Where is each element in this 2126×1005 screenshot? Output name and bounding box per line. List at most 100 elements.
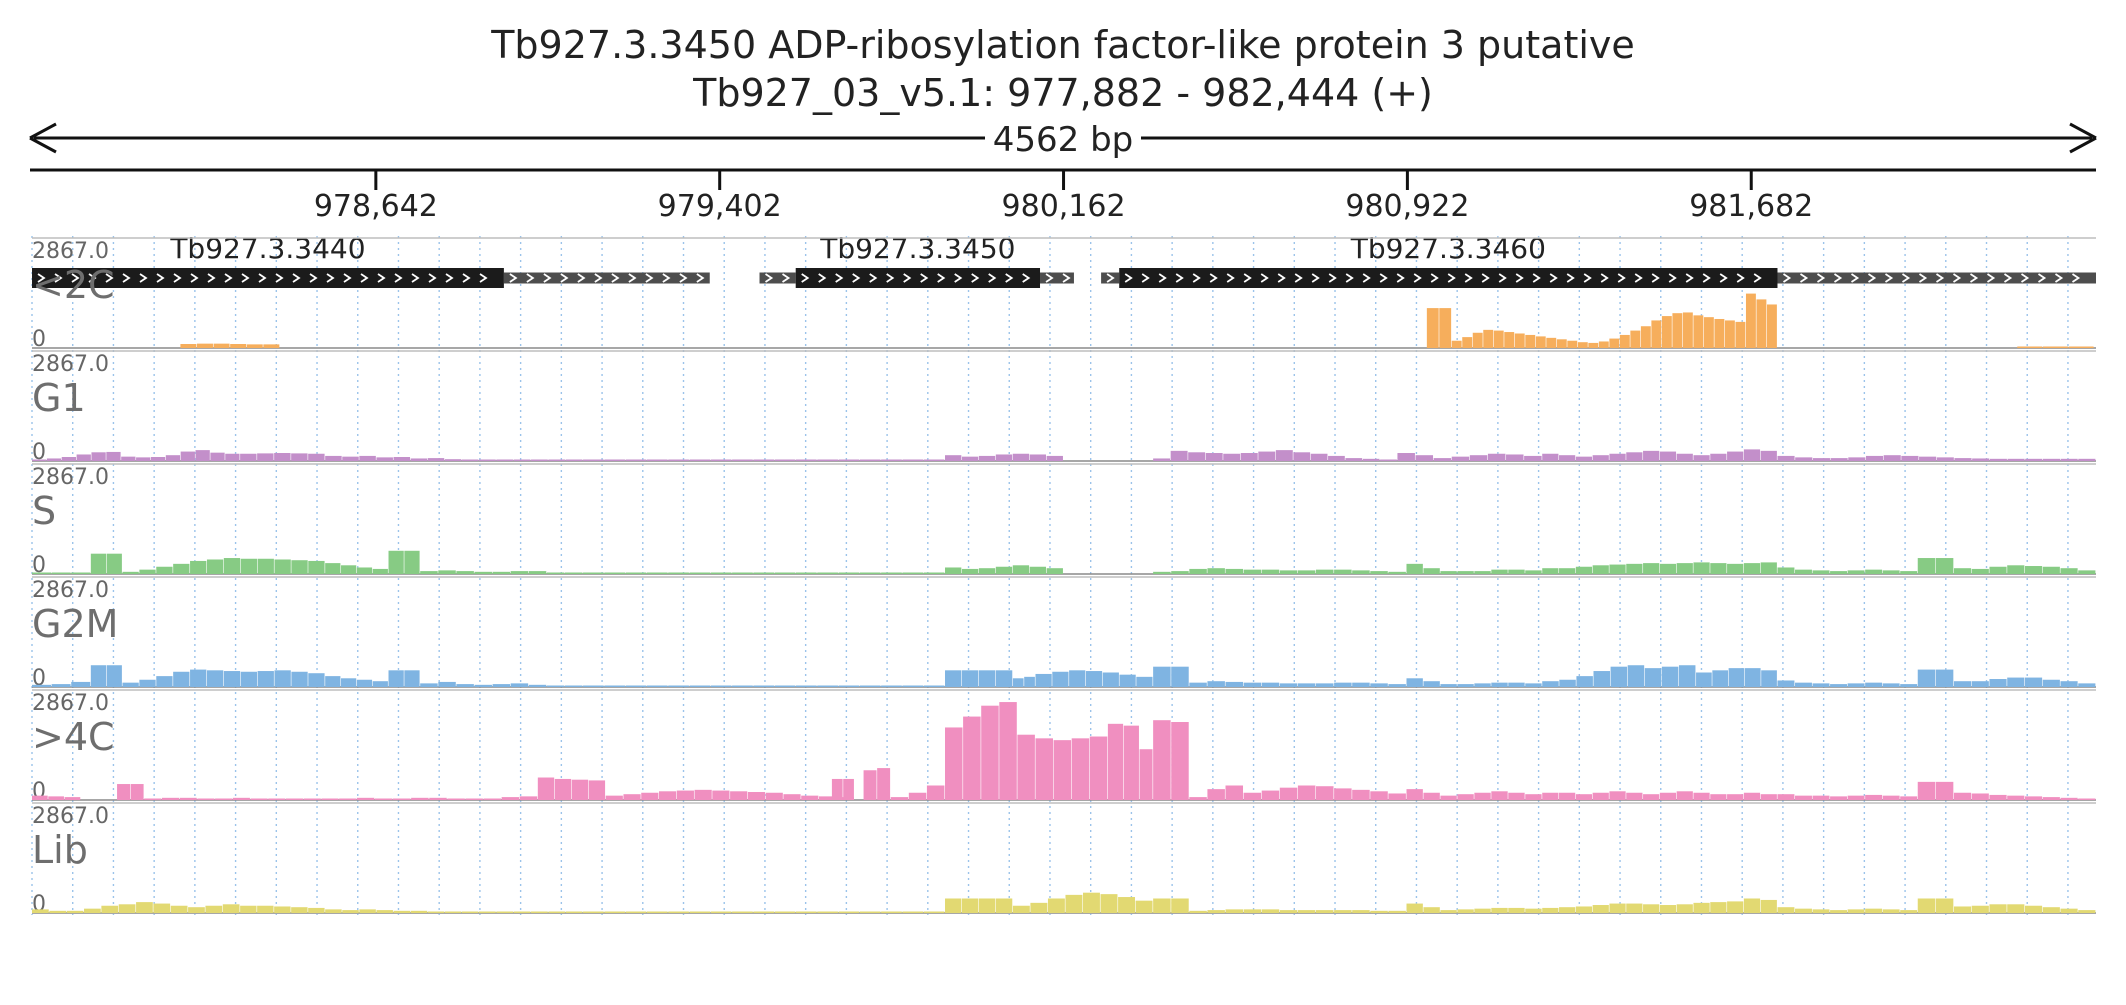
- coverage-bar: [429, 797, 447, 800]
- coverage-bar: [196, 343, 213, 348]
- coverage-bar: [859, 459, 881, 461]
- strand-chevron: [2020, 273, 2030, 283]
- coverage-bar: [1830, 796, 1848, 800]
- coverage-bar: [2007, 795, 2025, 800]
- coverage-bar: [1153, 571, 1171, 574]
- coverage-bar: [1123, 725, 1139, 800]
- coverage-bar: [1406, 678, 1423, 687]
- coverage-bar: [51, 572, 71, 574]
- coverage-bar: [1457, 909, 1474, 913]
- coverage-bar: [2060, 797, 2078, 800]
- coverage-bar: [1588, 342, 1599, 348]
- strand-chevron: [1062, 273, 1071, 283]
- coverage-bar: [1388, 571, 1406, 574]
- coverage-bar: [2007, 565, 2025, 574]
- coverage-bar: [1610, 666, 1628, 687]
- coverage-bar: [668, 685, 689, 687]
- tick-label: 980,922: [1345, 189, 1469, 224]
- coverage-bar: [877, 768, 891, 800]
- span-label-background: [985, 118, 1141, 158]
- coverage-bar: [136, 457, 151, 461]
- coverage-bar: [223, 558, 241, 574]
- coverage-bar: [1012, 905, 1030, 913]
- coverage-bar: [1223, 453, 1241, 461]
- coverage-bar: [1207, 681, 1225, 687]
- coverage-bar: [510, 571, 529, 574]
- coverage-bar: [1297, 785, 1316, 800]
- strand-chevron: [1850, 273, 1860, 283]
- coverage-bar: [978, 670, 996, 687]
- strand-chevron: [920, 273, 929, 283]
- coverage-bar: [1514, 333, 1525, 348]
- strand-chevron: [1141, 273, 1150, 283]
- coverage-bar: [881, 911, 902, 913]
- strand-chevron: [309, 273, 318, 283]
- coverage-bar: [1882, 683, 1900, 687]
- coverage-bar: [1546, 337, 1557, 348]
- coverage-bar: [1989, 679, 2007, 687]
- coverage-bar: [881, 572, 902, 574]
- coverage-bar: [1609, 791, 1626, 800]
- strand-chevron: [1736, 273, 1745, 283]
- coverage-bar: [356, 797, 375, 800]
- coverage-bar: [1035, 738, 1053, 800]
- coverage-bar: [1559, 907, 1576, 913]
- coverage-bar: [730, 791, 748, 800]
- coverage-bar: [817, 572, 838, 574]
- coverage-bar: [859, 572, 881, 574]
- coverage-bar: [1592, 905, 1609, 913]
- coverage-bar: [1576, 676, 1593, 687]
- coverage-bar: [818, 796, 837, 800]
- coverage-bar: [1370, 571, 1388, 574]
- coverage-bar: [1046, 568, 1063, 574]
- coverage-bar: [694, 789, 712, 800]
- coverage-bar: [668, 911, 689, 913]
- coverage-bar: [61, 457, 76, 461]
- y-max-label: 2867.0: [32, 352, 109, 377]
- strand-chevron: [1447, 273, 1456, 283]
- coverage-bar: [66, 910, 84, 913]
- coverage-bar: [1462, 337, 1473, 348]
- coverage-bar: [1362, 458, 1380, 461]
- strand-chevron: [1328, 273, 1337, 283]
- coverage-bar: [1012, 453, 1030, 461]
- coverage-bar: [1153, 720, 1171, 800]
- coverage-bar: [1085, 671, 1103, 687]
- coverage-bar: [173, 671, 190, 687]
- coverage-bar: [1491, 682, 1508, 687]
- coverage-bar: [1491, 569, 1508, 574]
- coverage-bar: [1188, 452, 1206, 461]
- coverage-bar: [188, 907, 205, 913]
- coverage-bar: [136, 902, 153, 913]
- coverage-bar: [1953, 568, 1972, 574]
- strand-chevron: [1617, 273, 1626, 283]
- coverage-bar: [528, 684, 547, 687]
- strand-chevron: [1719, 273, 1728, 283]
- coverage-track: 2867.0 0 S: [32, 463, 2096, 578]
- strand-chevron: [462, 273, 471, 283]
- coverage-bar: [1609, 338, 1620, 348]
- coverage-bar: [1261, 909, 1280, 913]
- coverage-bar: [1830, 458, 1848, 461]
- coverage-bar: [285, 798, 304, 800]
- strand-chevron: [139, 273, 148, 283]
- coverage-bar: [393, 798, 411, 800]
- coverage-bar: [1575, 456, 1593, 461]
- coverage-bar: [1971, 793, 1989, 800]
- coverage-bar: [625, 459, 647, 461]
- coverage-bar: [817, 685, 838, 687]
- coverage-bar: [902, 911, 924, 913]
- coverage-bar: [1279, 683, 1298, 687]
- coverage-bar: [1592, 565, 1609, 574]
- strand-chevron: [445, 273, 454, 283]
- coverage-bar: [479, 459, 496, 461]
- coverage-bar: [1542, 453, 1559, 461]
- coverage-bar: [1743, 449, 1761, 461]
- coverage-bar: [1136, 676, 1153, 687]
- coverage-bar: [420, 683, 438, 687]
- coverage-bar: [71, 681, 91, 687]
- coverage-bar: [1207, 568, 1225, 574]
- coverage-bar: [1682, 312, 1693, 348]
- coverage-bar: [404, 670, 420, 687]
- gene-model: Tb927.3.3450: [759, 232, 1074, 288]
